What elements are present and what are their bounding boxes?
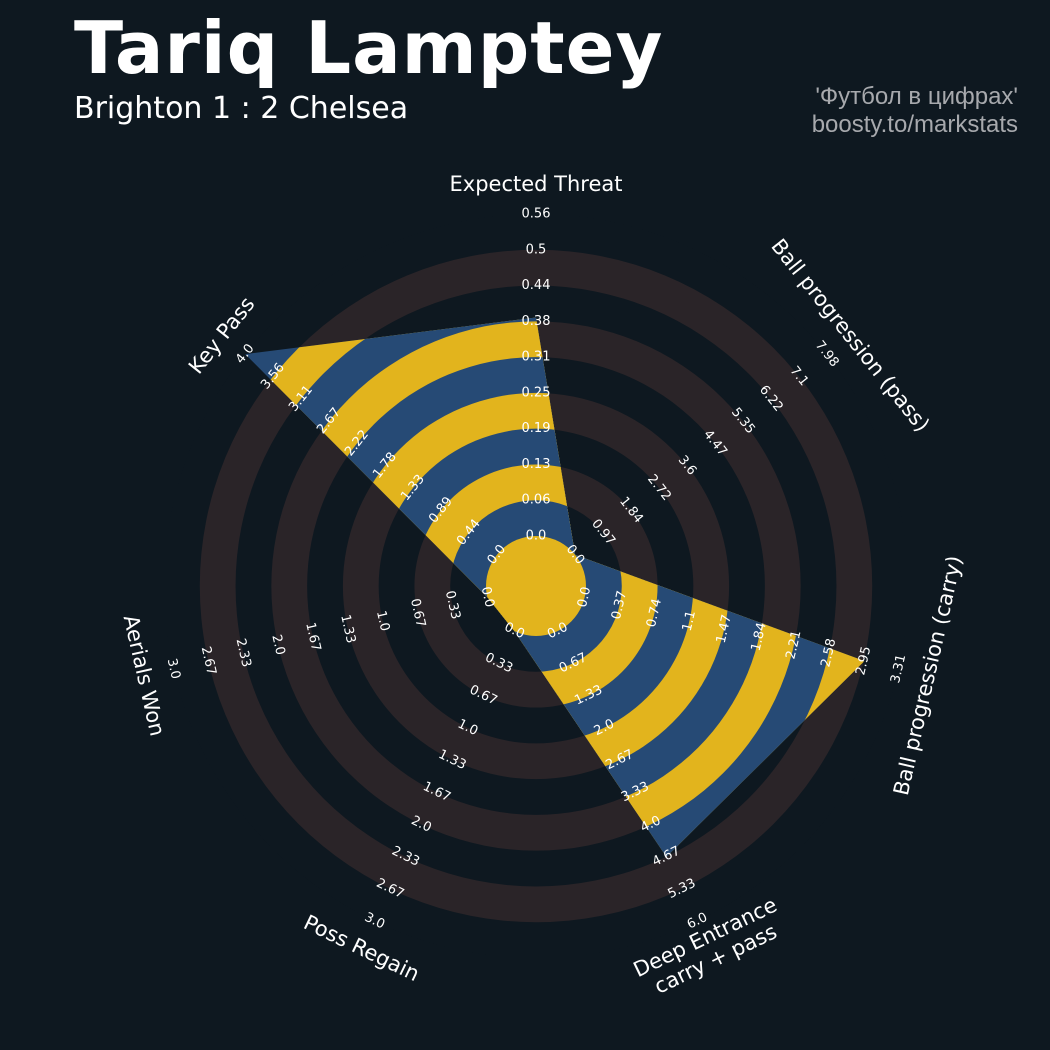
match-subtitle: Brighton 1 : 2 Chelsea <box>74 91 409 126</box>
credit-line-2: boosty.to/markstats <box>811 111 1018 138</box>
tick-label: 0.0 <box>526 529 547 544</box>
player-title: Tariq Lamptey <box>74 6 664 90</box>
tick-label: 1.67 <box>302 621 323 653</box>
tick-label: 0.25 <box>522 385 551 400</box>
tick-label: 0.56 <box>522 207 551 222</box>
tick-label: 0.0 <box>575 585 594 609</box>
tick-label: 2.58 <box>818 637 839 669</box>
tick-label: 0.44 <box>522 278 551 293</box>
tick-label: 1.0 <box>373 609 392 633</box>
tick-label: 0.74 <box>644 597 665 629</box>
credit-text: 'Футбол в цифрах' boosty.to/markstats <box>812 83 1018 139</box>
tick-label: 0.06 <box>522 493 551 508</box>
tick-label: 2.95 <box>853 645 874 677</box>
tick-label: 2.0 <box>268 633 287 657</box>
tick-label: 3.31 <box>888 653 909 685</box>
tick-label: 1.1 <box>680 609 699 633</box>
tick-label: 0.31 <box>522 350 551 365</box>
tick-label: 0.19 <box>522 421 551 436</box>
tick-label: 1.47 <box>714 613 735 645</box>
value-center <box>486 536 586 636</box>
tick-label: 3.0 <box>164 657 183 681</box>
tick-label: 1.33 <box>337 613 358 645</box>
tick-label: 0.38 <box>522 314 551 329</box>
tick-label: 0.67 <box>407 597 428 629</box>
axis-label: Expected Threat <box>450 172 623 196</box>
tick-label: 0.37 <box>609 589 630 621</box>
tick-label: 2.21 <box>783 629 804 661</box>
tick-label: 0.5 <box>526 242 547 257</box>
tick-label: 0.13 <box>522 457 551 472</box>
tick-label: 0.0 <box>478 585 497 609</box>
tick-label: 2.67 <box>198 645 219 677</box>
tick-label: 1.84 <box>749 621 770 653</box>
axis-label: Aerials Won <box>119 613 170 739</box>
tick-label: 2.33 <box>233 637 254 669</box>
credit-line-1: 'Футбол в цифрах' <box>815 83 1018 110</box>
tick-label: 0.33 <box>442 589 463 621</box>
